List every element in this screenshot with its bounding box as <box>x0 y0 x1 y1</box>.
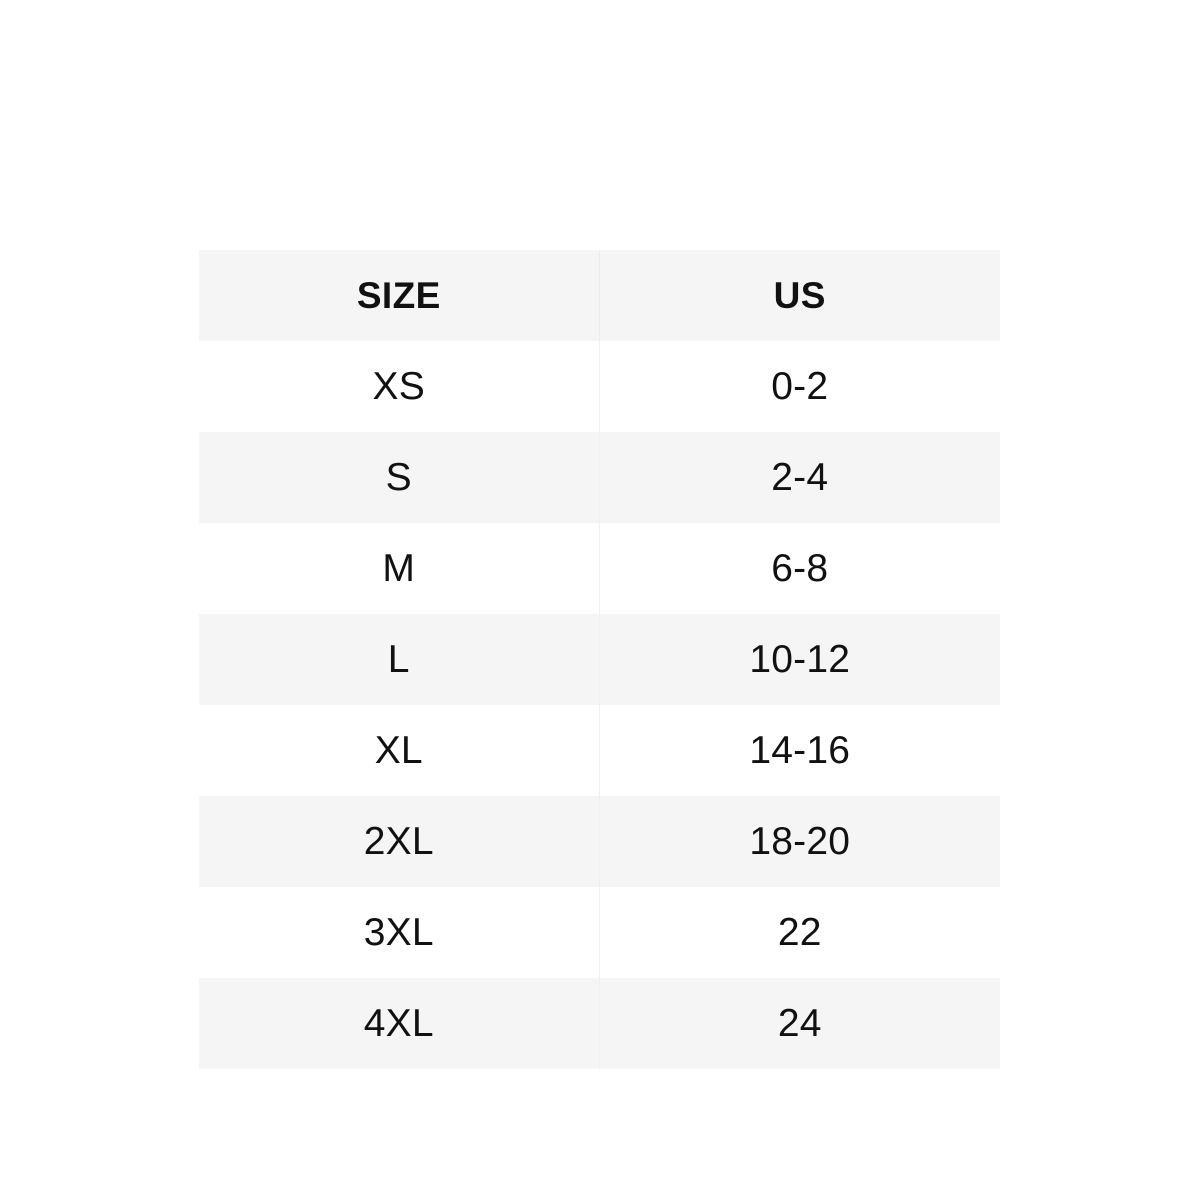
table-header-row: SIZE US <box>199 250 1000 341</box>
table-row: XL 14-16 <box>199 705 1000 796</box>
cell-us: 10-12 <box>749 637 851 681</box>
table-row: XS 0-2 <box>199 341 1000 432</box>
cell-us: 0-2 <box>771 364 829 408</box>
column-header-size: SIZE <box>199 250 600 341</box>
cell-size: XL <box>199 705 600 796</box>
cell-size: L <box>199 614 600 705</box>
cell-us: 2-4 <box>771 455 829 499</box>
cell-us: 14-16 <box>749 728 851 772</box>
cell-us: 18-20 <box>749 819 851 863</box>
cell-size: 3XL <box>199 887 600 978</box>
table-row: S 2-4 <box>199 432 1000 523</box>
table-row: 3XL 22 <box>199 887 1000 978</box>
table-row: L 10-12 <box>199 614 1000 705</box>
size-chart-body: XS 0-2 S 2-4 M 6-8 L 10-12 XL 14-16 2XL … <box>199 341 1000 1069</box>
cell-us: 22 <box>777 910 822 954</box>
table-row: 2XL 18-20 <box>199 796 1000 887</box>
table-row: M 6-8 <box>199 523 1000 614</box>
cell-us: 24 <box>777 1001 822 1045</box>
cell-size: XS <box>199 341 600 432</box>
column-header-us: US <box>773 274 826 316</box>
size-chart-table: SIZE US XS 0-2 S 2-4 M 6-8 L 10-12 XL <box>199 250 1000 1069</box>
table-row: 4XL 24 <box>199 978 1000 1069</box>
cell-size: 4XL <box>199 978 600 1069</box>
cell-size: 2XL <box>199 796 600 887</box>
cell-size: M <box>199 523 600 614</box>
size-chart-header: SIZE US <box>199 250 1000 341</box>
cell-us: 6-8 <box>771 546 829 590</box>
cell-size: S <box>199 432 600 523</box>
